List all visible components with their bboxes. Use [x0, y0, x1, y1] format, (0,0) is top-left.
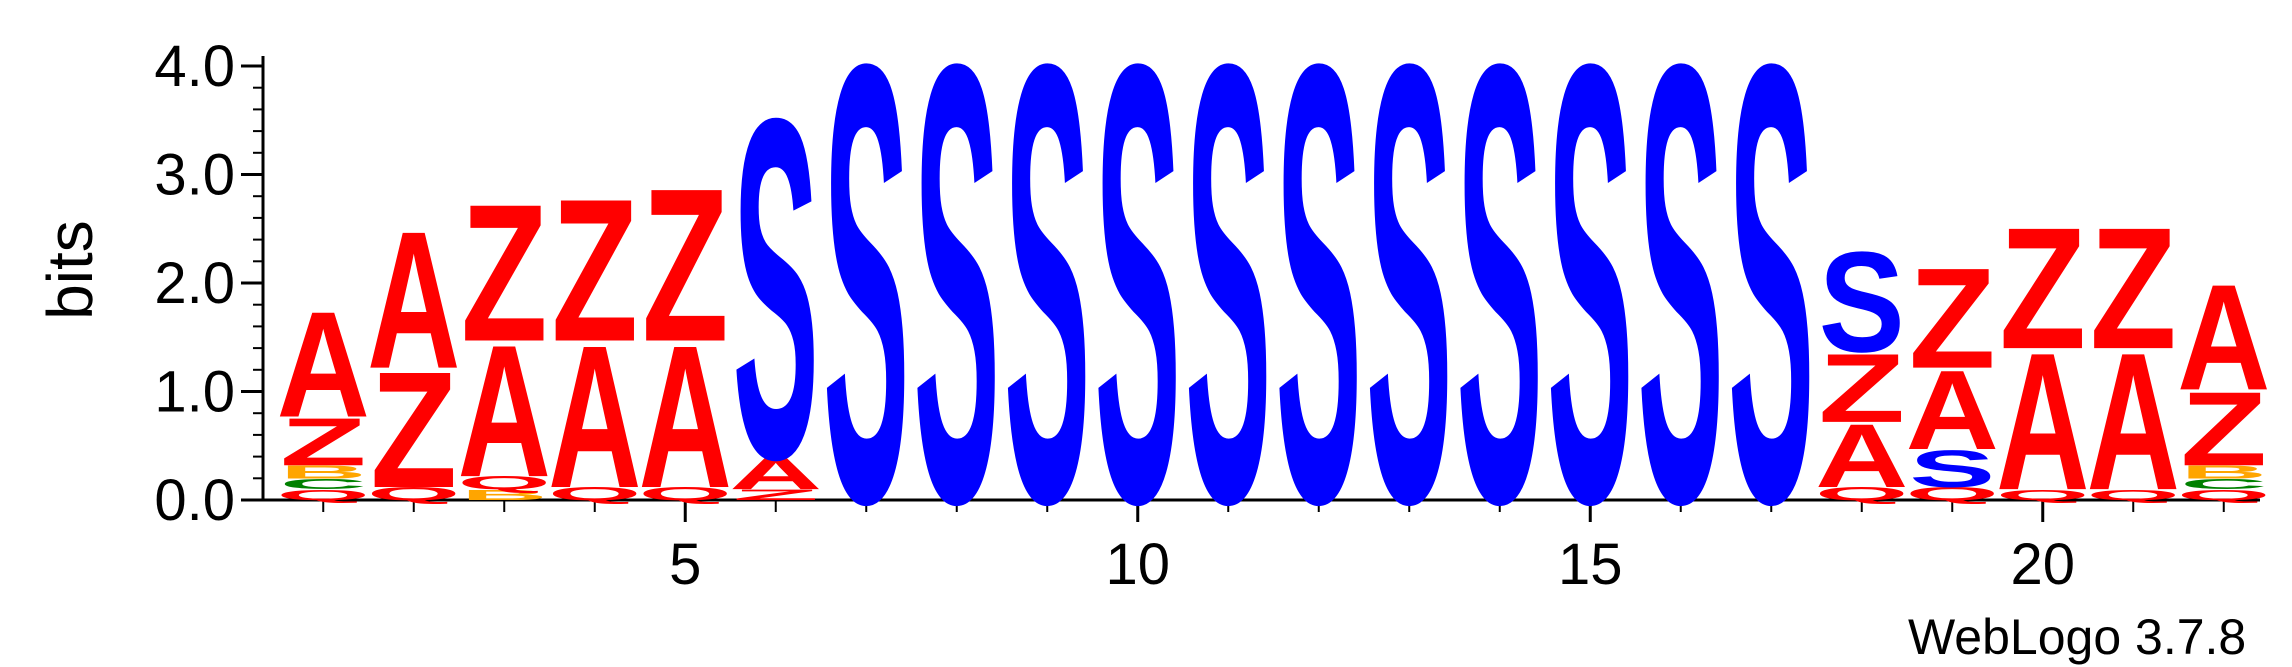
logo-letter-Q: Q [277, 486, 370, 503]
logo-letter-Q: Q [367, 484, 460, 504]
axes: 0.0 1.0 2.0 3.0 4.0 5 10 15 20 [154, 34, 2260, 597]
logo-letter-Q: Q [1815, 484, 1908, 504]
logo-letter-S: S [1819, 222, 1905, 382]
logo-letter-C: C [280, 476, 367, 493]
weblogo-credit: WebLogo 3.7.8 [1908, 609, 2247, 665]
logo-letter-S: S [1909, 439, 1995, 498]
logo-letter-S: S [733, 19, 819, 560]
y-tick-label: 0.0 [154, 468, 235, 533]
logo-letter-S: S [1728, 0, 1814, 633]
logo-letter-B: B [2180, 462, 2267, 482]
x-tick-label: 10 [1105, 532, 1170, 597]
y-tick-label: 2.0 [154, 251, 235, 316]
logo-letter-Z: Z [551, 157, 638, 384]
logo-letter-S: S [914, 0, 1000, 633]
logo-letter-Z: Z [370, 337, 457, 523]
logo-letter-A: A [1996, 313, 2089, 531]
logo-letter-Z: Z [280, 404, 367, 480]
logo-letter-Q: Q [458, 473, 551, 493]
x-tick-label: 20 [2010, 532, 2075, 597]
logo-letter-Q: Q [2087, 486, 2180, 503]
logo-letter-Z: Z [642, 144, 729, 388]
x-tick-label: 15 [1558, 532, 1623, 597]
logo-letter-A: A [2087, 313, 2180, 531]
logo-letter-A: A [458, 307, 551, 517]
logo-letter-A: A [367, 192, 460, 410]
logo-letter-Q: Q [2177, 486, 2270, 503]
logo-letter-A: A [548, 304, 641, 531]
logo-letter-S: S [1366, 0, 1452, 633]
logo-letter-A: A [1815, 405, 1908, 506]
logo-letter-S: S [1185, 0, 1271, 633]
logo-letter-Q: Q [548, 484, 641, 504]
logo-letter-S: S [1547, 0, 1633, 633]
logo-letter-Q: Q [1906, 484, 1999, 504]
logo-letter-S: S [1457, 0, 1543, 633]
y-tick-label: 3.0 [154, 143, 235, 208]
logo-letter-A: A [1906, 347, 1999, 474]
y-axis-label: bits [34, 220, 106, 320]
logo-letter-C: C [2180, 476, 2267, 493]
logo-letter-B: B [461, 486, 548, 503]
logo-letter-B: B [280, 462, 367, 482]
logo-letter-S: S [823, 0, 909, 633]
logo-letter-S: S [1095, 0, 1181, 633]
logo-letter-Z: Z [461, 164, 548, 383]
logo-letter-A: A [639, 304, 732, 531]
y-tick-label: 1.0 [154, 360, 235, 425]
logo-letter-A: A [277, 280, 370, 449]
logo-letter-Z: Z [1818, 333, 1905, 442]
logo-letter-Z: Z [1909, 239, 1996, 399]
logo-letter-S: S [1638, 0, 1724, 633]
logo-letter-A: A [2177, 253, 2270, 422]
logo-letter-Z: Z [2090, 192, 2177, 386]
logo-letter-Z: Z [1999, 192, 2086, 386]
logo-letter-Z: Z [732, 487, 819, 504]
x-tick-label: 5 [669, 532, 701, 597]
y-tick-label: 4.0 [154, 34, 235, 99]
logo-letter-S: S [1276, 0, 1362, 633]
logo-letter-Q: Q [1996, 486, 2089, 503]
logo-letter-S: S [1004, 0, 1090, 633]
logo-letter-A: A [729, 448, 822, 498]
logo-letter-Q: Q [639, 484, 732, 504]
logo-letter-Z: Z [2180, 371, 2267, 488]
